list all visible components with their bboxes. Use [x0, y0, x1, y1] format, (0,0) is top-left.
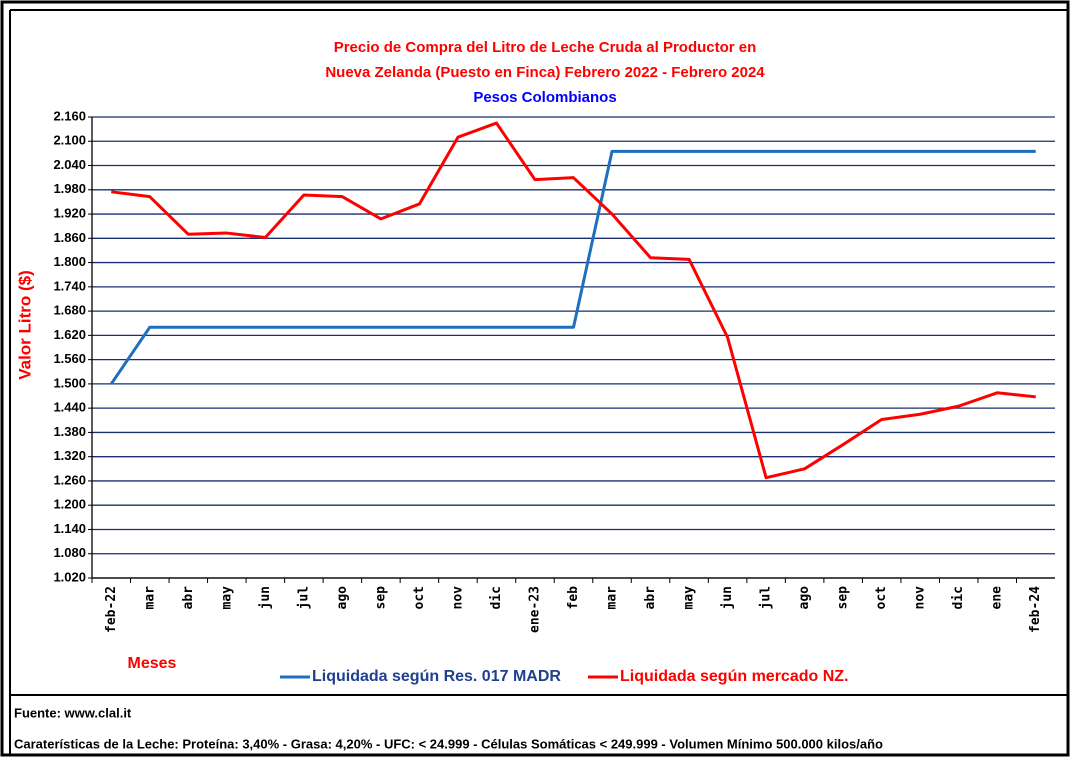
x-tick-label: dic: [951, 586, 966, 609]
x-tick-label: sep: [373, 586, 388, 610]
y-tick-label: 2.160: [53, 108, 86, 123]
x-tick-label: ago: [335, 586, 350, 610]
x-tick-label: dic: [489, 586, 504, 609]
x-tick-label: feb-24: [1028, 586, 1043, 633]
y-tick-label: 1.020: [53, 569, 86, 584]
x-tick-label: ene: [990, 586, 1005, 610]
x-tick-label: jun: [720, 586, 735, 609]
series-line: [111, 121, 1036, 480]
y-tick-label: 1.500: [53, 375, 86, 390]
chart-subtitle: Pesos Colombianos: [473, 89, 616, 106]
legend-label: Liquidada según Res. 017 MADR: [312, 668, 561, 685]
x-tick-label: abr: [181, 586, 196, 610]
x-tick-label: may: [219, 586, 234, 610]
x-tick-label: nov: [450, 586, 465, 610]
y-tick-label: 1.800: [53, 254, 86, 269]
x-tick-label: mar: [605, 586, 620, 610]
legend-label: Liquidada según mercado NZ.: [620, 668, 848, 685]
x-tick-label: abr: [643, 586, 658, 610]
x-tick-label: jun: [258, 586, 273, 609]
y-tick-label: 1.320: [53, 448, 86, 463]
x-axis-label: Meses: [128, 655, 177, 672]
x-tick-label: ago: [797, 586, 812, 610]
y-tick-label: 1.980: [53, 181, 86, 196]
y-tick-label: 1.200: [53, 497, 86, 512]
y-tick-label: 1.860: [53, 230, 86, 245]
series-line: [110, 149, 1036, 385]
x-tick-label: oct: [412, 586, 427, 609]
x-tick-label: oct: [874, 586, 889, 609]
y-tick-label: 1.080: [53, 545, 86, 560]
x-tick-label: nov: [913, 586, 928, 610]
y-tick-label: 2.100: [53, 133, 86, 148]
x-tick-label: jul: [759, 586, 774, 609]
y-tick-label: 1.680: [53, 303, 86, 318]
x-tick-label: sep: [836, 586, 851, 610]
chart-title: Precio de Compra del Litro de Leche Crud…: [334, 39, 757, 56]
x-tick-label: may: [682, 586, 697, 610]
y-tick-label: 1.920: [53, 205, 86, 220]
chart-title: Nueva Zelanda (Puesto en Finca) Febrero …: [325, 64, 765, 81]
y-tick-label: 1.740: [53, 278, 86, 293]
y-tick-label: 1.440: [53, 400, 86, 415]
x-tick-label: feb: [566, 586, 581, 610]
y-tick-label: 2.040: [53, 157, 86, 172]
y-tick-label: 1.560: [53, 351, 86, 366]
footnote: Caraterísticas de la Leche: Proteína: 3,…: [14, 736, 883, 751]
x-tick-label: feb-22: [104, 586, 119, 633]
x-tick-label: mar: [142, 586, 157, 610]
y-tick-label: 1.380: [53, 424, 86, 439]
x-tick-label: ene-23: [527, 586, 542, 633]
x-tick-label: jul: [296, 586, 311, 609]
source: Fuente: www.clal.it: [14, 705, 132, 720]
y-tick-label: 1.260: [53, 472, 86, 487]
y-axis-label: Valor Litro ($): [15, 270, 34, 380]
y-tick-label: 1.140: [53, 521, 86, 536]
y-tick-label: 1.620: [53, 327, 86, 342]
